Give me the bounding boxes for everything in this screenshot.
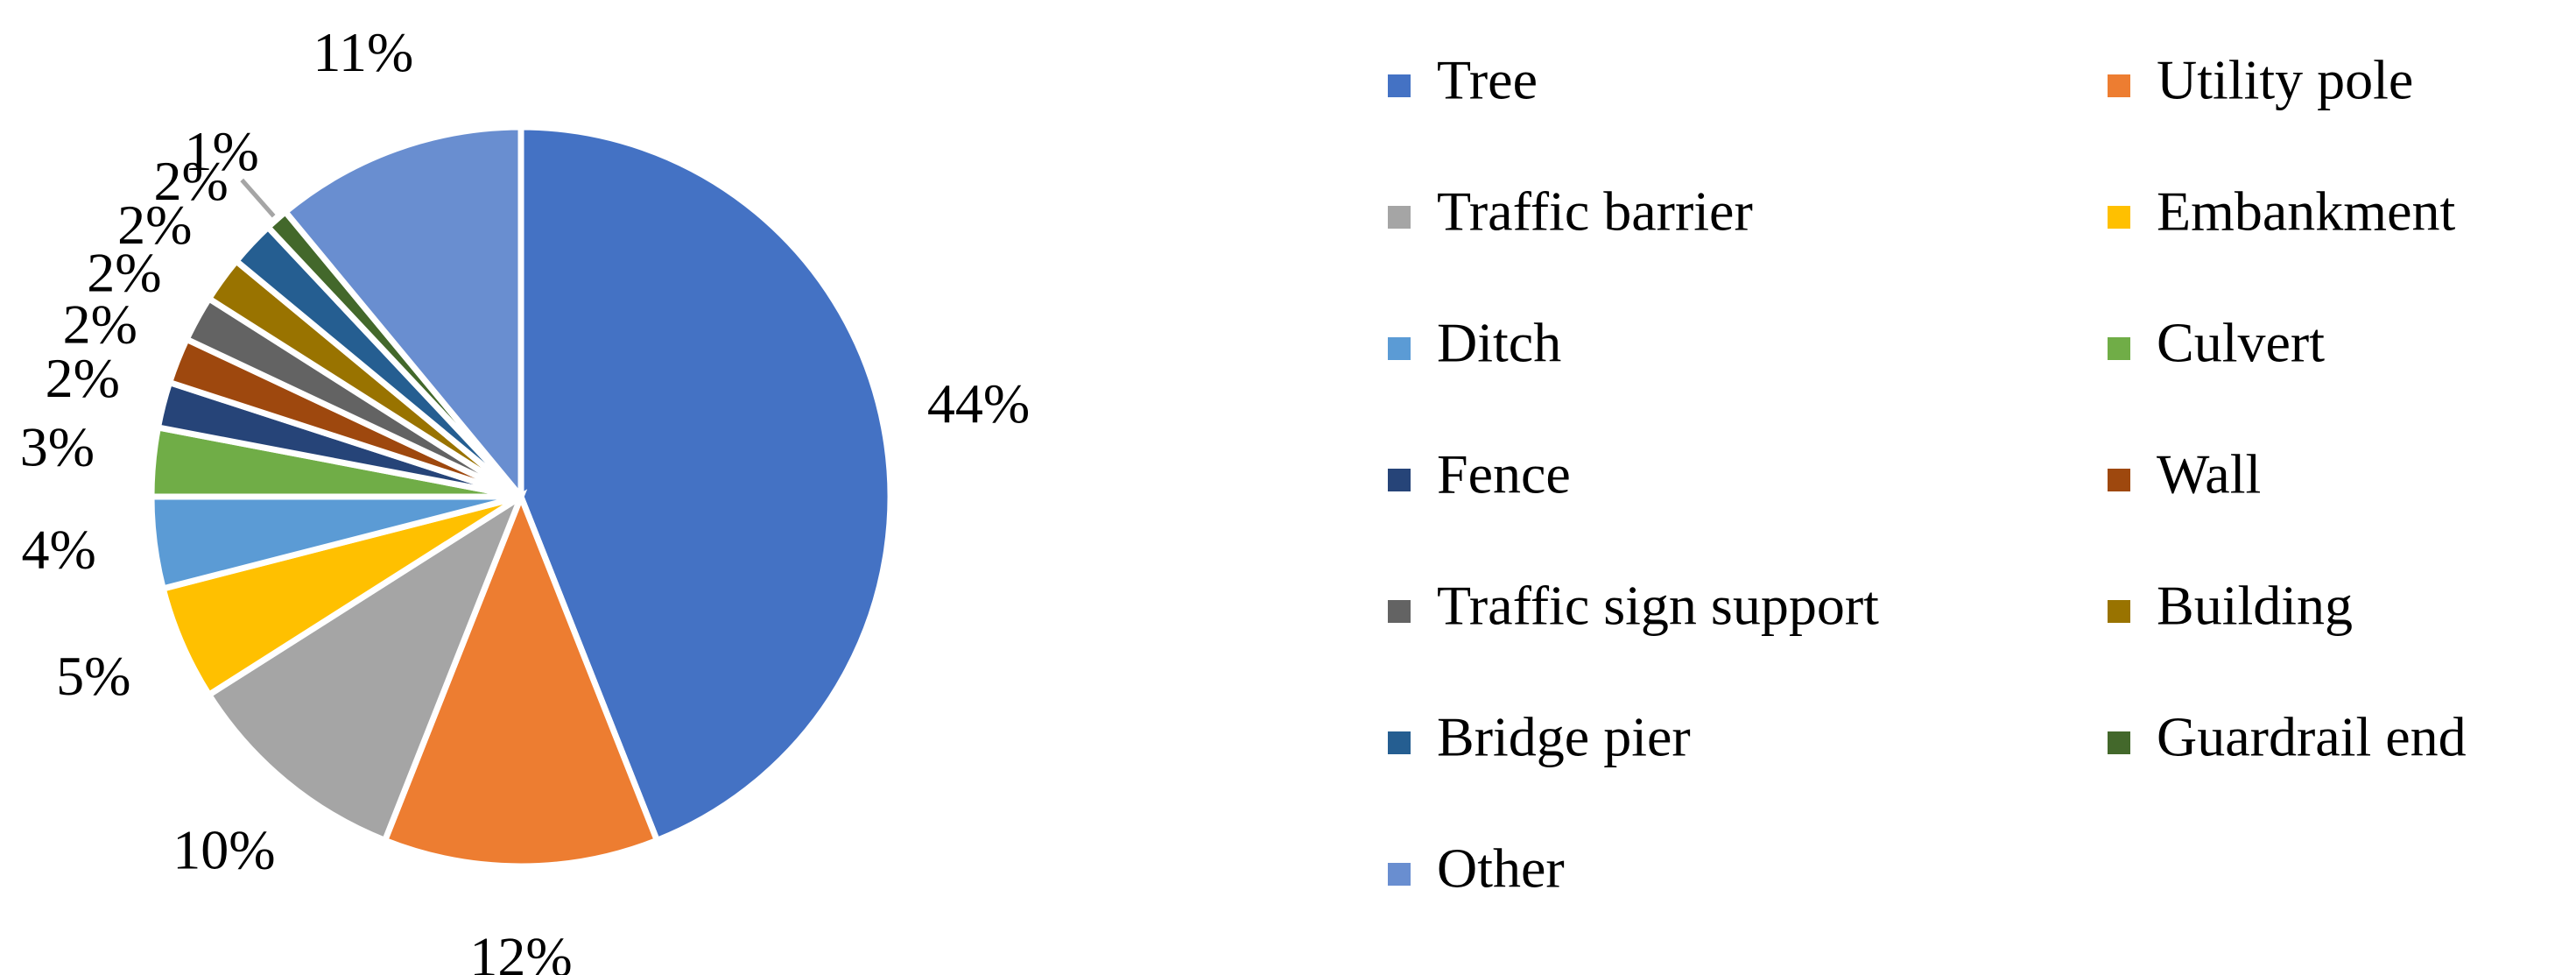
legend-label: Utility pole bbox=[2157, 49, 2413, 111]
data-label: 2% bbox=[63, 293, 137, 355]
legend-swatch bbox=[1388, 469, 1411, 491]
legend-label: Embankment bbox=[2157, 180, 2455, 243]
data-label: 3% bbox=[20, 416, 95, 478]
data-label: 11% bbox=[313, 21, 413, 83]
pie-slice bbox=[381, 488, 661, 870]
data-label: 10% bbox=[172, 819, 275, 881]
legend-label: Bridge pier bbox=[1437, 706, 1691, 768]
data-label: 4% bbox=[22, 518, 96, 580]
legend-label: Tree bbox=[1437, 49, 1538, 111]
legend-label: Wall bbox=[2157, 443, 2261, 505]
legend-swatch bbox=[2108, 469, 2130, 491]
data-label: 5% bbox=[56, 645, 130, 707]
legend-swatch bbox=[1388, 600, 1411, 623]
legend-label: Ditch bbox=[1437, 312, 1561, 374]
legend-label: Guardrail end bbox=[2157, 706, 2467, 768]
legend-label: Fence bbox=[1437, 443, 1571, 505]
legend-label: Traffic barrier bbox=[1437, 180, 1753, 243]
legend-swatch bbox=[1388, 206, 1411, 229]
legend-swatch bbox=[2108, 74, 2130, 97]
data-label: 2% bbox=[46, 347, 120, 409]
legend-swatch bbox=[2108, 731, 2130, 754]
data-label: 1% bbox=[184, 120, 258, 182]
legend-label: Other bbox=[1437, 837, 1565, 900]
leader-line bbox=[240, 178, 276, 218]
legend-swatch bbox=[1388, 74, 1411, 97]
data-label: 2% bbox=[153, 150, 228, 212]
pie-slice bbox=[281, 124, 524, 505]
legend-swatch bbox=[1388, 731, 1411, 754]
legend-label: Building bbox=[2157, 575, 2353, 637]
legend-swatch bbox=[1388, 863, 1411, 886]
legend-swatch bbox=[2108, 337, 2130, 360]
legend-label: Traffic sign support bbox=[1437, 575, 1879, 637]
legend-label: Culvert bbox=[2157, 312, 2325, 374]
pie-slice bbox=[204, 489, 528, 844]
legend-swatch bbox=[2108, 600, 2130, 623]
data-label: 12% bbox=[469, 926, 572, 975]
pie-slice bbox=[517, 124, 894, 844]
data-label: 2% bbox=[87, 242, 161, 304]
data-label: 2% bbox=[117, 194, 192, 256]
data-label: 44% bbox=[927, 372, 1030, 435]
legend-swatch bbox=[2108, 206, 2130, 229]
legend-swatch bbox=[1388, 337, 1411, 360]
